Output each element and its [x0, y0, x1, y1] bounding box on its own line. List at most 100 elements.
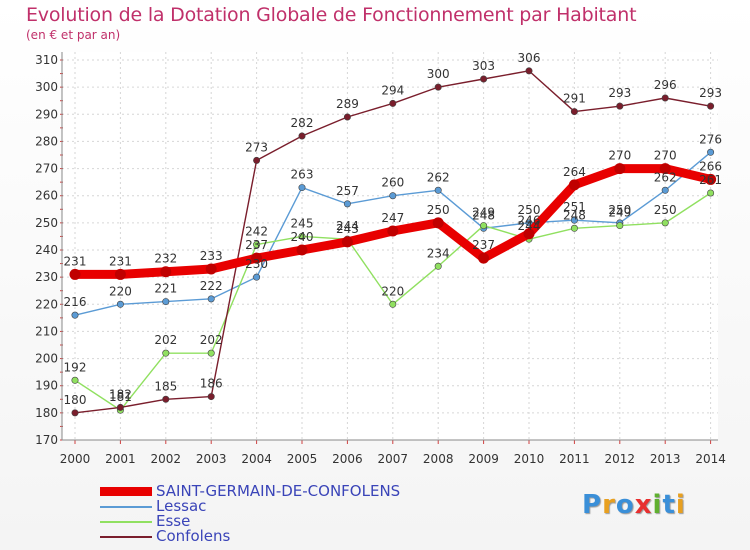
x-tick-label: 2003: [196, 452, 227, 466]
data-point: [69, 268, 81, 280]
data-point: [343, 113, 351, 121]
data-label: 249: [472, 206, 495, 220]
y-tick-label: 170: [35, 433, 58, 447]
data-label: 303: [472, 59, 495, 73]
data-label: 237: [472, 238, 495, 252]
data-point: [525, 67, 533, 75]
x-tick-label: 2004: [241, 452, 272, 466]
data-label: 262: [654, 170, 677, 184]
x-tick-label: 2000: [60, 452, 91, 466]
logo-letter: i: [675, 490, 686, 520]
data-point: [207, 295, 215, 303]
y-tick-label: 220: [35, 297, 58, 311]
data-label: 222: [200, 279, 223, 293]
data-point: [659, 163, 671, 175]
data-label: 220: [381, 284, 404, 298]
x-tick-label: 2002: [151, 452, 182, 466]
data-point: [434, 186, 442, 194]
data-label: 289: [336, 97, 359, 111]
data-label: 270: [654, 149, 677, 163]
legend-label: Confolens: [156, 527, 231, 545]
logo-letter: t: [662, 490, 676, 520]
legend-label: Esse: [156, 512, 191, 530]
data-point: [251, 252, 263, 264]
x-tick-label: 2006: [332, 452, 363, 466]
data-label: 251: [563, 200, 586, 214]
data-label: 264: [563, 165, 586, 179]
data-point: [298, 232, 306, 240]
data-label: 273: [245, 140, 268, 154]
legend-item: SAINT-GERMAIN-DE-CONFOLENS: [100, 484, 400, 499]
data-point: [570, 108, 578, 116]
legend-swatch: [100, 505, 152, 508]
y-tick-label: 270: [35, 162, 58, 176]
legend: SAINT-GERMAIN-DE-CONFOLENS Lessac Esse C…: [100, 484, 400, 544]
data-label: 261: [699, 173, 722, 187]
y-tick-label: 310: [35, 53, 58, 67]
data-label: 233: [200, 249, 223, 263]
data-point: [253, 241, 261, 249]
data-point: [389, 300, 397, 308]
data-label: 296: [654, 78, 677, 92]
logo-letter: i: [652, 490, 663, 520]
data-label: 231: [64, 254, 87, 268]
data-point: [432, 217, 444, 229]
data-point: [523, 228, 535, 240]
data-label: 249: [608, 206, 631, 220]
data-point: [480, 75, 488, 83]
x-tick-label: 2008: [423, 452, 454, 466]
data-label: 250: [518, 203, 541, 217]
y-tick-label: 200: [35, 352, 58, 366]
data-label: 245: [291, 216, 314, 230]
data-point: [614, 163, 626, 175]
data-point: [434, 83, 442, 91]
data-label: 234: [427, 246, 450, 260]
chart-subtitle: (en € et par an): [26, 28, 121, 42]
data-point: [661, 219, 669, 227]
data-label: 260: [381, 176, 404, 190]
data-label: 232: [154, 252, 177, 266]
data-point: [389, 99, 397, 107]
y-tick-label: 190: [35, 379, 58, 393]
data-label: 291: [563, 92, 586, 106]
x-tick-label: 2010: [514, 452, 545, 466]
data-label: 246: [518, 214, 541, 228]
data-point: [162, 395, 170, 403]
data-point: [162, 298, 170, 306]
data-point: [114, 268, 126, 280]
data-point: [207, 393, 215, 401]
data-label: 282: [291, 116, 314, 130]
x-tick-label: 2007: [378, 452, 409, 466]
data-point: [253, 156, 261, 164]
data-point: [707, 102, 715, 110]
data-label: 244: [518, 219, 541, 233]
data-label: 294: [381, 83, 404, 97]
data-label: 263: [291, 168, 314, 182]
data-point: [661, 186, 669, 194]
data-point: [116, 403, 124, 411]
data-label: 293: [608, 86, 631, 100]
data-point: [298, 132, 306, 140]
logo-letter: r: [602, 490, 616, 520]
data-label: 243: [336, 222, 359, 236]
data-label: 220: [109, 284, 132, 298]
data-point: [570, 216, 578, 224]
data-label: 300: [427, 67, 450, 81]
data-point: [116, 300, 124, 308]
legend-label: SAINT-GERMAIN-DE-CONFOLENS: [156, 482, 401, 500]
legend-item: Lessac: [100, 499, 400, 514]
data-label: 250: [608, 203, 631, 217]
data-label: 202: [154, 333, 177, 347]
y-tick-label: 290: [35, 107, 58, 121]
data-label: 182: [109, 387, 132, 401]
data-point: [162, 349, 170, 357]
data-point: [434, 262, 442, 270]
data-point: [207, 349, 215, 357]
data-label: 306: [518, 51, 541, 65]
logo-letter: x: [634, 490, 653, 520]
data-point: [341, 236, 353, 248]
data-point: [296, 244, 308, 256]
data-point: [298, 184, 306, 192]
data-point: [253, 273, 261, 281]
